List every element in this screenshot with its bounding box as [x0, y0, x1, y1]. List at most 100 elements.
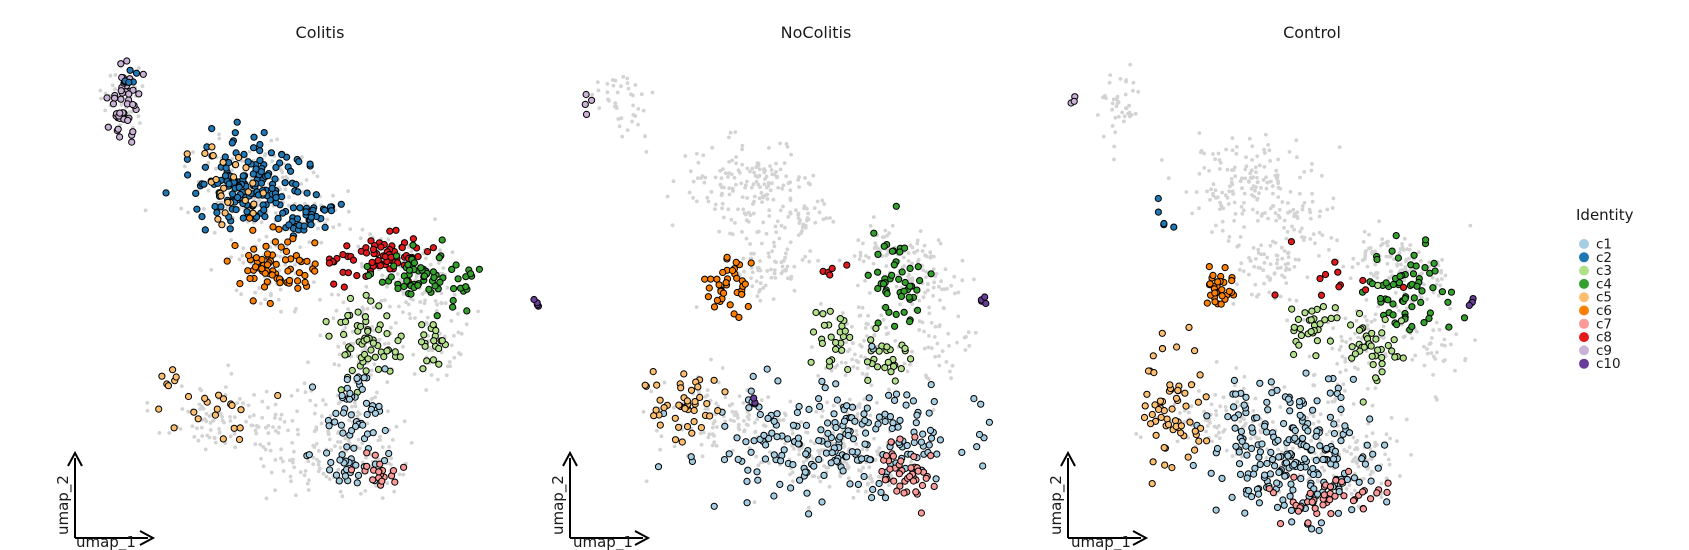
cell-point-c3	[873, 363, 882, 371]
background-cell-point	[702, 430, 706, 435]
background-cell-point	[456, 330, 461, 335]
cell-point-c6	[276, 279, 284, 287]
cell-point-c1	[1288, 518, 1296, 526]
background-cell-point	[1110, 101, 1115, 106]
cell-point-c1	[347, 411, 355, 419]
cell-point-c1	[1263, 398, 1271, 406]
cell-point-c1	[817, 426, 825, 434]
background-cell-point	[324, 474, 329, 479]
background-cell-point	[1217, 158, 1222, 162]
background-cell-point	[1133, 111, 1138, 116]
legend-label-c8: c8	[1596, 330, 1612, 346]
background-cell-point	[356, 244, 361, 249]
background-cell-point	[590, 92, 595, 97]
cell-point-c2	[295, 158, 303, 166]
cell-point-c2	[256, 140, 264, 149]
background-cell-point	[371, 305, 376, 310]
cell-point-c4	[429, 268, 437, 276]
background-cell-point	[1317, 214, 1322, 219]
cell-point-c3	[1331, 304, 1339, 312]
cell-point-c5	[212, 175, 220, 184]
background-cell-point	[1209, 187, 1213, 192]
cell-point-c9	[117, 60, 125, 68]
background-cell-point	[817, 451, 822, 456]
cell-point-c2	[327, 207, 335, 215]
background-cell-point	[136, 66, 141, 70]
cell-point-c1	[832, 380, 840, 388]
cell-point-c7	[1276, 520, 1285, 528]
background-cell-point	[691, 179, 696, 184]
background-cell-point	[796, 212, 801, 217]
background-cell-point	[237, 257, 242, 262]
cell-point-c9	[581, 100, 589, 109]
cell-point-c1	[1319, 455, 1327, 464]
background-cell-point	[205, 433, 210, 438]
background-cell-point	[1327, 429, 1332, 434]
background-cell-point	[949, 283, 954, 288]
cell-point-c3	[371, 353, 379, 361]
cell-point-c1	[363, 430, 372, 438]
background-cell-point	[1370, 249, 1375, 254]
cell-point-c1	[840, 417, 849, 425]
background-cell-point	[963, 348, 968, 352]
cell-point-c3	[362, 367, 370, 375]
background-cell-point	[1197, 206, 1201, 211]
background-cell-point	[788, 211, 793, 216]
background-cell-point	[276, 297, 281, 302]
background-cell-point	[1359, 337, 1364, 341]
cell-point-c3	[1399, 354, 1407, 362]
cell-point-c4	[888, 271, 896, 279]
background-cell-point	[1422, 363, 1427, 368]
background-cell-point	[373, 395, 377, 400]
cell-point-c1	[352, 461, 360, 469]
background-cell-point	[338, 489, 343, 494]
background-cell-point	[351, 329, 355, 334]
cell-point-c1	[1231, 414, 1239, 422]
cell-point-c1	[1297, 475, 1305, 483]
background-cell-point	[385, 481, 390, 486]
background-cell-point	[755, 230, 760, 235]
background-cell-point	[435, 302, 439, 307]
background-cell-point	[1410, 357, 1415, 362]
background-cell-point	[1223, 405, 1228, 409]
background-cell-point	[797, 175, 801, 179]
cell-point-c6	[705, 284, 713, 292]
background-cell-point	[731, 448, 735, 453]
background-cell-point	[386, 409, 390, 414]
background-cell-point	[333, 444, 337, 449]
background-cell-point	[449, 319, 454, 323]
background-cell-point	[728, 418, 733, 422]
background-cell-point	[327, 437, 332, 442]
background-cell-point	[1351, 256, 1356, 261]
cell-point-c6	[245, 251, 253, 260]
background-cell-point	[1379, 495, 1384, 499]
background-cell-point	[429, 373, 434, 377]
background-cell-point	[1224, 408, 1229, 413]
background-cell-point	[1247, 256, 1251, 260]
cell-point-c2	[229, 190, 237, 198]
cell-point-c2	[184, 171, 192, 179]
background-cell-point	[742, 428, 747, 433]
cell-point-c1	[765, 434, 773, 443]
background-cell-point	[915, 238, 920, 243]
background-cell-point	[1256, 265, 1261, 270]
cell-point-c8	[362, 249, 371, 257]
background-cell-point	[1385, 261, 1390, 266]
background-cell-point	[457, 351, 461, 355]
background-cell-point	[788, 472, 792, 477]
background-cell-point	[1381, 324, 1386, 329]
background-cell-point	[418, 300, 423, 304]
background-cell-point	[1368, 447, 1373, 451]
cell-point-c7	[1373, 489, 1381, 497]
background-cell-point	[317, 459, 321, 464]
cell-point-c4	[400, 282, 408, 291]
cell-point-c3	[1378, 329, 1386, 337]
cell-point-c5	[687, 386, 696, 394]
background-cell-point	[328, 413, 333, 418]
background-cell-point	[1270, 204, 1275, 209]
cell-point-c1	[1299, 434, 1307, 442]
cell-point-c3	[435, 360, 443, 368]
background-cell-point	[1242, 225, 1246, 229]
background-cell-point	[842, 459, 846, 464]
